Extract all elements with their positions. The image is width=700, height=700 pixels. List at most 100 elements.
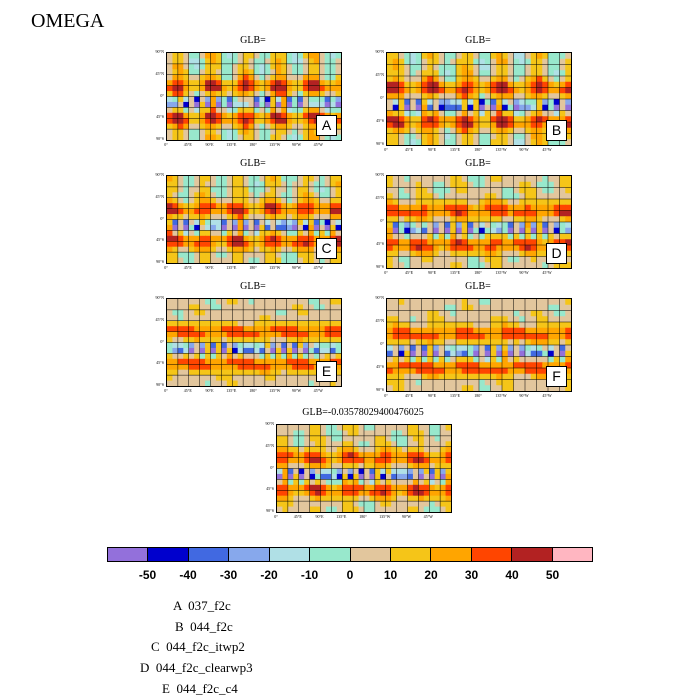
heatmap-cell (364, 468, 370, 475)
heatmap-cell (502, 87, 509, 94)
heatmap-cell (353, 446, 360, 453)
heatmap-cell (444, 87, 451, 94)
heatmap-cell (421, 93, 428, 100)
heatmap-cell (410, 262, 417, 268)
heatmap-cell (248, 123, 255, 130)
heatmap-cell (248, 235, 255, 242)
heatmap-cell (507, 210, 514, 217)
heatmap-cell (444, 239, 451, 246)
heatmap-cell (496, 239, 503, 246)
heatmap-cell (404, 239, 411, 246)
heatmap-cell (525, 181, 532, 188)
colorbar-swatch (108, 548, 149, 561)
heatmap-cell (559, 199, 566, 206)
heatmap-cell (559, 350, 566, 357)
heatmap-cell (387, 64, 394, 71)
heatmap-cell (221, 230, 228, 237)
heatmap-cell (410, 181, 417, 188)
lon-tick-label: 90°W (291, 142, 302, 147)
heatmap-cell (456, 373, 463, 380)
heatmap-cell (243, 118, 250, 125)
heatmap-cell (530, 373, 537, 380)
heatmap-cell (433, 299, 440, 306)
heatmap-cell (473, 339, 480, 346)
heatmap-cell (342, 473, 349, 480)
heatmap-cell (433, 87, 440, 94)
heatmap-cell (369, 463, 376, 469)
heatmap-cell (392, 110, 399, 117)
heatmap-cell (450, 250, 457, 257)
heatmap-cell (275, 186, 282, 193)
heatmap-cell (304, 446, 311, 453)
heatmap-cell (167, 369, 173, 376)
heatmap-cell (302, 369, 309, 376)
heatmap-cell (536, 139, 543, 145)
heatmap-cell (496, 368, 503, 375)
heatmap-cell (496, 87, 503, 94)
heatmap-cell (215, 91, 222, 97)
heatmap-cell (319, 96, 326, 103)
heatmap-cell (281, 252, 288, 259)
heatmap-cell (172, 197, 179, 204)
heatmap-cell (553, 58, 560, 65)
heatmap-cell (507, 350, 514, 357)
heatmap-cell (398, 127, 405, 134)
heatmap-cell (391, 473, 398, 480)
heatmap-cell (479, 99, 486, 106)
colorbar-swatch (310, 548, 351, 561)
heatmap-cell (172, 63, 179, 70)
heatmap-cell (336, 463, 343, 469)
heatmap-cell (304, 506, 311, 512)
heatmap-cell (315, 490, 321, 497)
heatmap-cell (243, 96, 250, 103)
colorbar-swatch (471, 548, 513, 561)
heatmap-cell (450, 199, 457, 206)
heatmap-cell (410, 176, 417, 183)
heatmap-cell (513, 181, 520, 188)
heatmap-cell (254, 246, 260, 253)
heatmap-cell (297, 63, 304, 70)
heatmap-cell (237, 342, 244, 349)
heatmap-cell (496, 362, 503, 369)
lon-tick-label: 0° (384, 147, 388, 152)
heatmap-cell (226, 85, 233, 92)
heatmap-cell (232, 252, 239, 259)
heatmap-cell (315, 506, 321, 512)
heatmap-cell (479, 199, 486, 206)
heatmap-cell (275, 214, 282, 220)
heatmap-cell (479, 176, 486, 183)
heatmap-cell (172, 299, 179, 305)
heatmap-cell (536, 350, 543, 357)
colorbar (107, 547, 593, 562)
heatmap-cell (226, 257, 233, 263)
heatmap-cell (298, 435, 305, 442)
heatmap-cell (490, 127, 497, 134)
heatmap-cell (292, 320, 298, 327)
heatmap-cell (502, 176, 509, 183)
heatmap-cell (319, 309, 326, 316)
heatmap-cell (440, 490, 447, 497)
heatmap-cell (398, 64, 405, 71)
heatmap-cell (398, 262, 405, 268)
heatmap-cell (232, 304, 239, 311)
heatmap-cell (490, 250, 497, 257)
heatmap-cell (398, 345, 405, 352)
heatmap-cell (542, 239, 549, 246)
heatmap-cell (387, 222, 394, 229)
lat-tick-label: 0° (380, 218, 384, 223)
heatmap-cell (331, 484, 338, 491)
heatmap-cell (259, 118, 266, 125)
heatmap-cell (177, 112, 184, 119)
heatmap-cell (254, 230, 260, 237)
lon-tick-label: 135°E (226, 142, 237, 147)
heatmap-cell (410, 356, 417, 363)
heatmap-cell (302, 353, 309, 360)
heatmap-cell (183, 241, 190, 248)
heatmap-cell (342, 425, 349, 431)
heatmap-cell (559, 322, 566, 329)
heatmap-cell (325, 484, 332, 491)
heatmap-cell (177, 63, 184, 70)
lat-tick-label: 45°N (155, 193, 165, 199)
heatmap-cell (530, 210, 537, 217)
heatmap-cell (281, 208, 288, 215)
